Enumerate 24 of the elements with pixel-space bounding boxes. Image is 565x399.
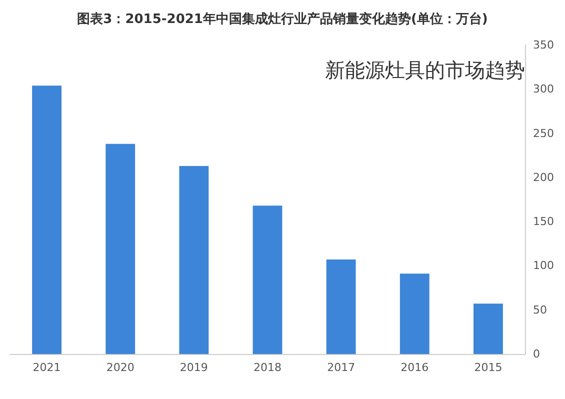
bar [179, 166, 209, 354]
bar [252, 206, 282, 354]
bar [326, 260, 356, 354]
x-tick-label: 2015 [474, 361, 502, 374]
x-tick-label: 2019 [180, 361, 208, 374]
chart-title: 图表3：2015-2021年中国集成灶行业产品销量变化趋势(单位：万台) [77, 11, 488, 27]
x-tick-label: 2016 [400, 361, 429, 374]
y-tick-label: 0 [533, 348, 540, 360]
y-tick-label: 200 [533, 170, 554, 184]
y-tick-label: 150 [533, 215, 554, 228]
bar [474, 304, 503, 354]
y-tick-label: 300 [533, 82, 554, 96]
bar [400, 274, 430, 354]
x-tick-label: 2017 [327, 361, 356, 374]
y-tick-label: 50 [533, 303, 547, 316]
y-tick-label: 100 [533, 259, 554, 272]
annotation: 新能源灶具的市场趋势 [325, 58, 525, 82]
x-tick-label: 2020 [106, 361, 134, 374]
y-tick-label: 350 [533, 38, 554, 52]
bar [32, 86, 62, 354]
x-tick-label: 2018 [254, 361, 282, 374]
bar [106, 144, 136, 354]
x-tick-label: 2021 [32, 361, 61, 374]
y-tick-label: 250 [533, 126, 554, 140]
